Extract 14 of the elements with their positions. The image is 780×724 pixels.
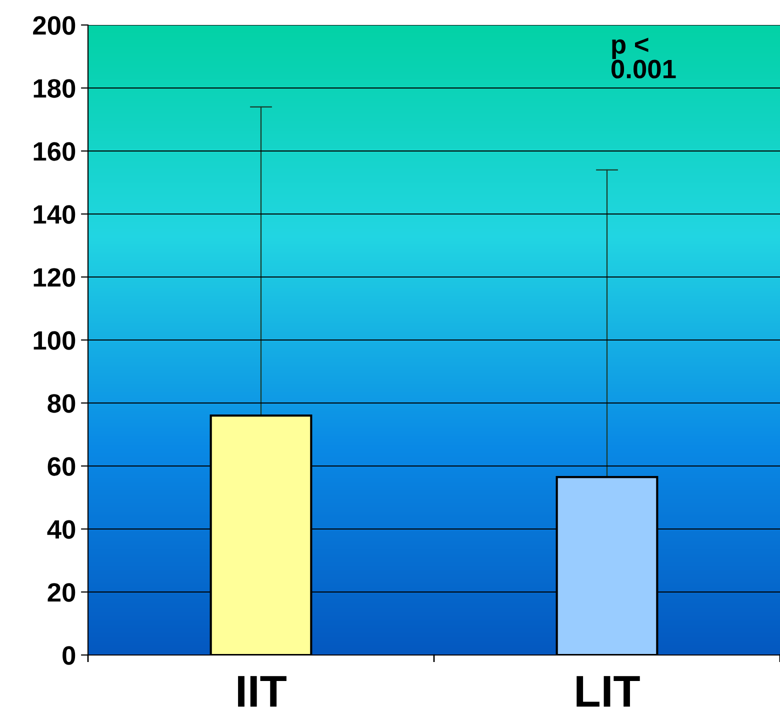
y-tick-label: 160 <box>34 142 76 161</box>
y-tick-label: 100 <box>34 331 76 350</box>
y-tick-label: 120 <box>34 268 76 287</box>
x-tick-label: LIT <box>576 676 640 707</box>
y-tick-label: 60 <box>48 457 76 476</box>
y-tick-label: 140 <box>34 205 76 224</box>
y-tick-label: 0 <box>62 646 76 665</box>
y-tick-label: 40 <box>47 520 76 539</box>
y-tick-label: 180 <box>34 79 76 98</box>
y-tick-label: 200 <box>33 16 76 35</box>
y-tick-label: 20 <box>48 583 76 602</box>
x-tick-label: IIT <box>238 676 286 707</box>
annotation: p < 0.001 <box>612 38 676 78</box>
y-tick-label: 80 <box>48 394 76 413</box>
